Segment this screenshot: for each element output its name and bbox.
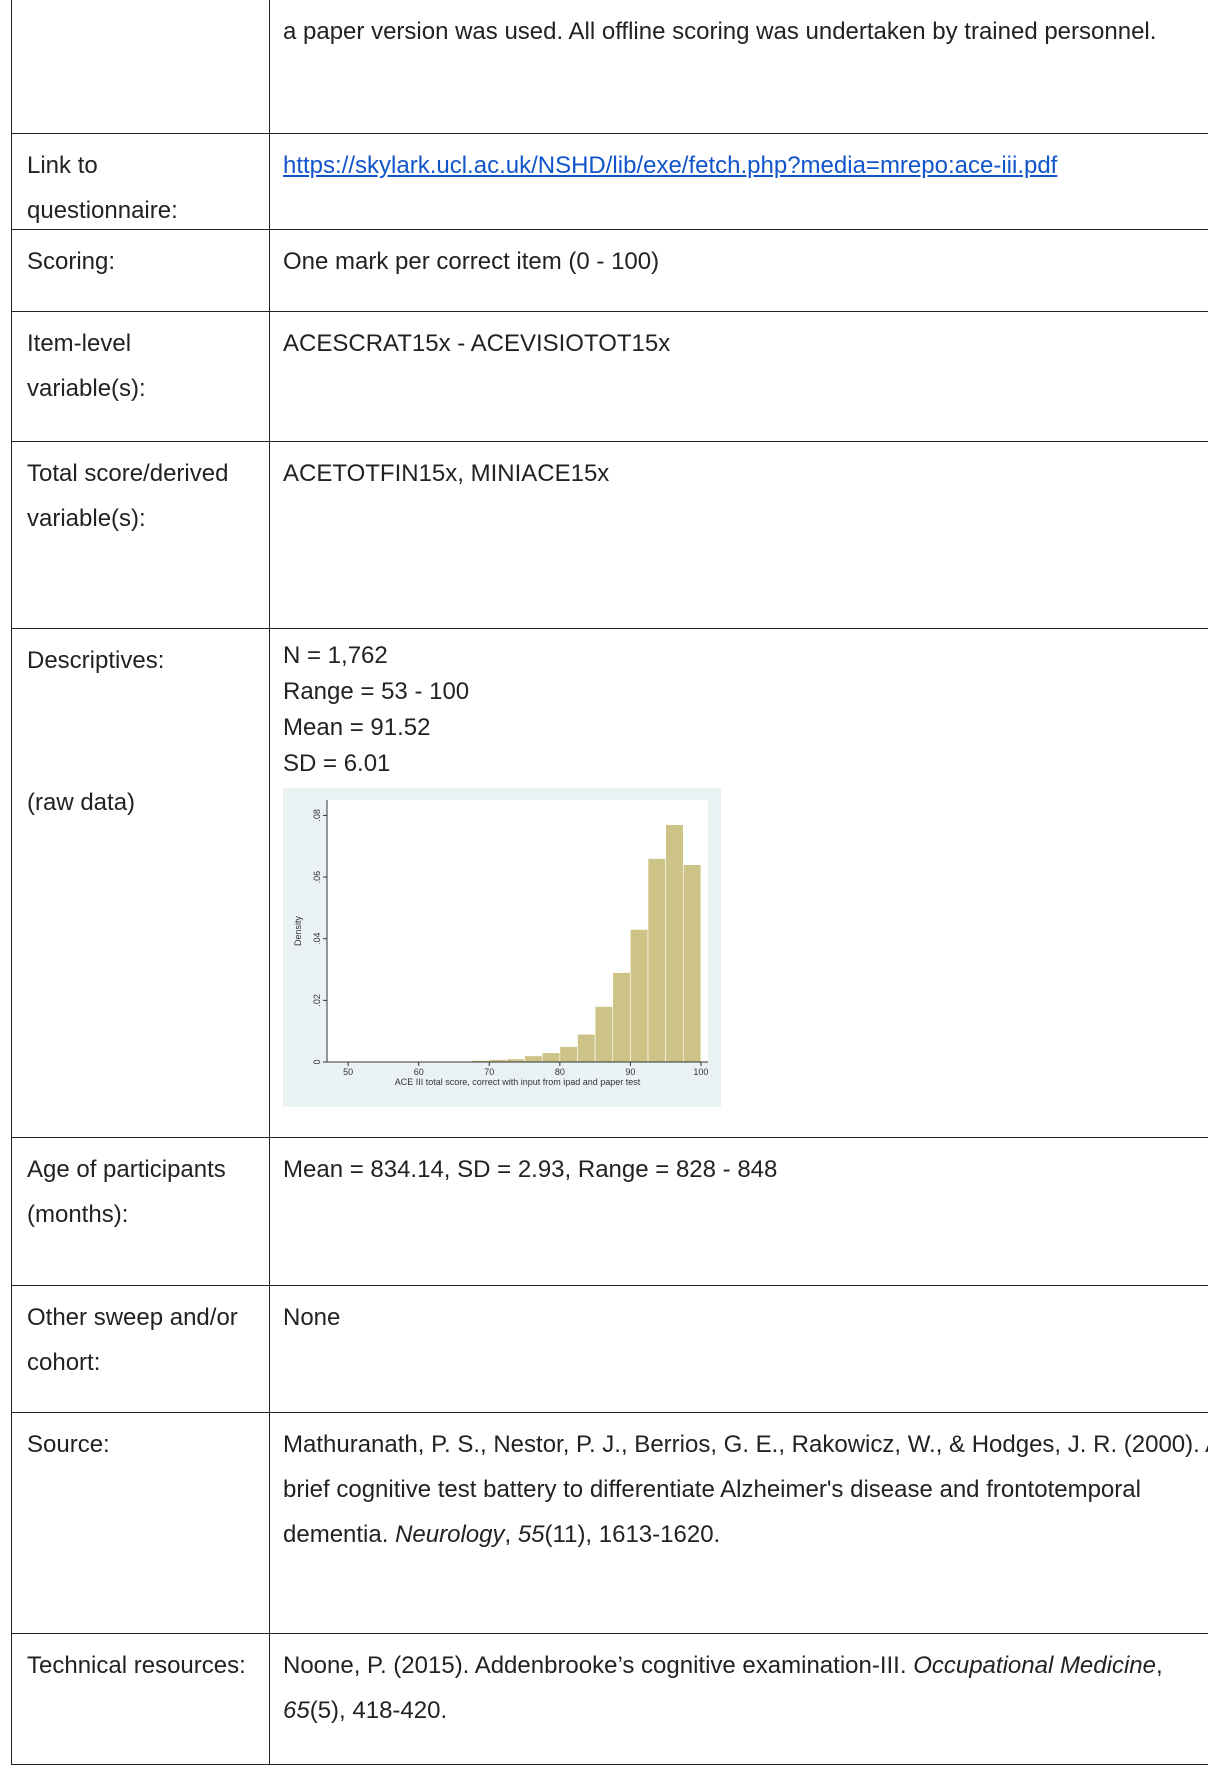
row-label: Item-level variable(s): xyxy=(27,330,146,402)
table-row: Source: Mathuranath, P. S., Nestor, P. J.… xyxy=(11,1413,1208,1634)
text-run: Mathuranath, P. S., Nestor, P. J., Berri… xyxy=(283,1431,1208,1548)
content-cell: Noone, P. (2015). Addenbrooke’s cognitiv… xyxy=(270,1634,1208,1764)
hist-bar xyxy=(647,858,666,1063)
hist-bar xyxy=(559,1046,578,1063)
hist-bar xyxy=(665,824,684,1063)
row-label: Total score/derived variable(s): xyxy=(27,460,229,532)
hist-bar xyxy=(630,929,649,1063)
hist-bar xyxy=(594,1006,614,1063)
text-run: None xyxy=(283,1304,341,1331)
y-axis-label: Density xyxy=(293,915,303,946)
row-label: Source: xyxy=(27,1431,110,1458)
text-run: 65 xyxy=(283,1697,310,1724)
label-cell: Age of participants (months): xyxy=(12,1138,270,1285)
text-run: Occupational Medicine xyxy=(913,1652,1156,1679)
row-label: Scoring: xyxy=(27,248,116,275)
text-run: ACETOTFIN15x, MINIACE15x xyxy=(283,460,610,487)
x-tick-label: 100 xyxy=(693,1067,708,1077)
histogram: 0 .02 .04 .06 .08 50 60 70 80 90 100 ACE III total … xyxy=(283,788,721,1107)
descriptive-line: Range = 53 - 100 xyxy=(283,678,470,705)
table-row: Technical resources: Noone, P. (2015). Ad… xyxy=(11,1634,1208,1765)
content-cell: https://skylark.ucl.ac.uk/NSHD/lib/exe/f… xyxy=(270,134,1208,229)
hist-bar xyxy=(683,864,702,1063)
table-row: Scoring: One mark per correct item (0 - 1… xyxy=(11,230,1208,312)
content-cell: a paper version was used. All offline sc… xyxy=(270,0,1208,133)
document-table: a paper version was used. All offline sc… xyxy=(11,0,1208,1765)
y-tick-label: .02 xyxy=(312,994,322,1007)
label-cell xyxy=(12,0,270,133)
content-cell: Mean = 834.14, SD = 2.93, Range = 828 - … xyxy=(270,1138,1208,1285)
row-label: Descriptives: xyxy=(27,647,165,674)
x-axis-label: ACE III total score, correct with input … xyxy=(395,1077,641,1087)
row-label: Technical resources: xyxy=(27,1652,246,1679)
label-cell: Link to questionnaire: xyxy=(12,134,270,229)
label-cell: Scoring: xyxy=(12,230,270,311)
text-run: Mean = 834.14, SD = 2.93, Range = 828 - … xyxy=(283,1156,778,1183)
label-cell: Item-level variable(s): xyxy=(12,312,270,441)
x-tick-label: 60 xyxy=(414,1067,424,1077)
text-run: , xyxy=(504,1521,518,1548)
y-tick-label: .04 xyxy=(312,932,322,945)
table-row: Item-level variable(s): ACESCRAT15x - ACE… xyxy=(11,312,1208,442)
label-cell: Descriptives: (raw data) xyxy=(12,629,270,1137)
content-cell: Mathuranath, P. S., Nestor, P. J., Berri… xyxy=(270,1413,1208,1633)
row-label: Other sweep and/or cohort: xyxy=(27,1304,238,1376)
text-run: Neurology xyxy=(395,1521,505,1548)
row-label: Age of participants (months): xyxy=(27,1156,226,1228)
label-cell: Source: xyxy=(12,1413,270,1633)
descriptive-line: SD = 6.01 xyxy=(283,750,391,777)
text-run: One mark per correct item (0 - 100) xyxy=(283,248,660,275)
text-run: ACESCRAT15x - ACEVISIOTOT15x xyxy=(283,330,671,357)
x-tick-label: 80 xyxy=(555,1067,565,1077)
text-run: Noone, P. (2015). Addenbrooke’s cognitiv… xyxy=(283,1652,914,1679)
row-label: Link to questionnaire: xyxy=(27,152,178,224)
descriptive-line: Mean = 91.52 xyxy=(283,714,431,741)
y-tick-label: 0 xyxy=(312,1059,322,1064)
table-row: Age of participants (months): Mean = 834.… xyxy=(11,1138,1208,1286)
content-cell: N = 1,762 Range = 53 - 100 Mean = 91.52 SD … xyxy=(270,629,1208,1137)
content-cell: None xyxy=(270,1286,1208,1412)
text-run: a paper version was used. All offline sc… xyxy=(283,18,1157,45)
label-cell: Total score/derived variable(s): xyxy=(12,442,270,628)
label-cell: Technical resources: xyxy=(12,1634,270,1764)
table-row: Descriptives: (raw data) N = 1,762 Range = … xyxy=(11,629,1208,1138)
table-row: a paper version was used. All offline sc… xyxy=(11,0,1208,134)
y-tick-label: .08 xyxy=(312,809,322,822)
content-cell: ACETOTFIN15x, MINIACE15x xyxy=(270,442,1208,628)
x-tick-label: 70 xyxy=(484,1067,494,1077)
hist-bar xyxy=(612,972,631,1063)
text-run: 55 xyxy=(517,1521,545,1548)
label-note: (raw data) xyxy=(27,789,136,816)
hist-bar xyxy=(524,1055,543,1063)
table-row: Other sweep and/or cohort: None xyxy=(11,1286,1208,1413)
hist-bar xyxy=(541,1052,561,1063)
descriptive-line: N = 1,762 xyxy=(283,642,388,669)
table-row: Total score/derived variable(s): ACETOTFI… xyxy=(11,442,1208,629)
text-run: , xyxy=(1156,1652,1163,1679)
x-tick-label: 90 xyxy=(625,1067,635,1077)
link[interactable]: https://skylark.ucl.ac.uk/NSHD/lib/exe/f… xyxy=(283,152,1058,179)
text-run: (5), 418-420. xyxy=(309,1697,448,1724)
table-row: Link to questionnaire: https://skylark.uc… xyxy=(11,134,1208,230)
text-run: (11), 1613-1620. xyxy=(544,1521,721,1548)
label-cell: Other sweep and/or cohort: xyxy=(12,1286,270,1412)
y-tick-label: .06 xyxy=(312,871,322,884)
x-tick-label: 50 xyxy=(343,1067,353,1077)
content-cell: ACESCRAT15x - ACEVISIOTOT15x xyxy=(270,312,1208,441)
hist-bar xyxy=(577,1033,596,1063)
content-cell: One mark per correct item (0 - 100) xyxy=(270,230,1208,311)
